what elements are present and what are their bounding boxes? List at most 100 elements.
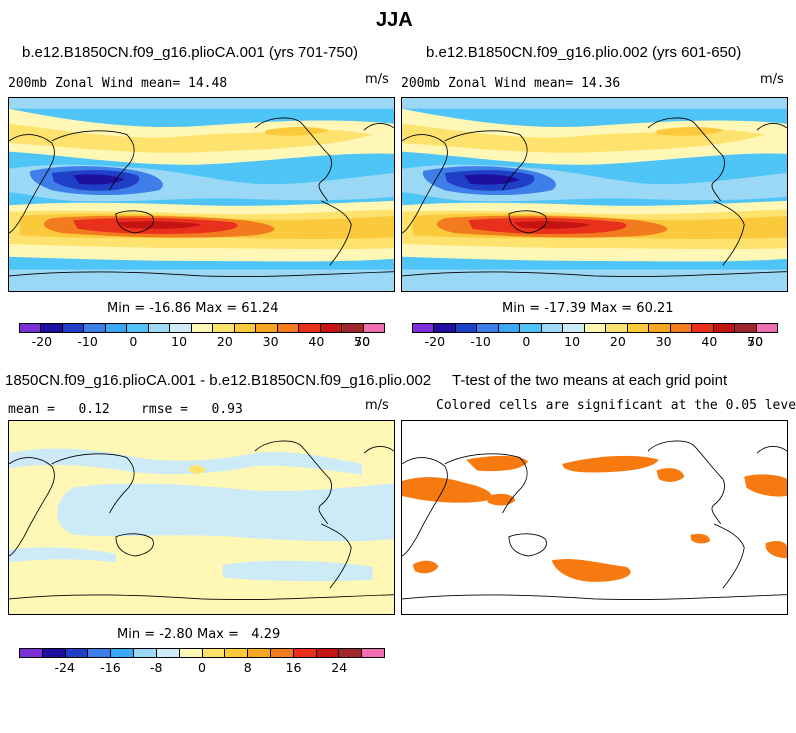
wind-band-nh-jet-max xyxy=(265,126,330,136)
panel4-map xyxy=(401,420,788,615)
wind-band-polar-north xyxy=(9,98,394,109)
south-america-coast xyxy=(321,200,352,266)
colorbar-cell xyxy=(563,324,585,332)
colorbar-tick-label: 16 xyxy=(285,660,302,675)
colorbar-cell xyxy=(363,324,384,332)
asia-coast xyxy=(444,453,528,514)
coastlines xyxy=(402,440,787,600)
colorbar-cell xyxy=(225,649,249,657)
south-america-coast xyxy=(321,523,352,589)
north-america-coast xyxy=(647,117,725,202)
colorbar-cell xyxy=(320,324,343,332)
australia-coast xyxy=(115,210,154,234)
colorbar-cell xyxy=(756,324,777,332)
north-america-coast xyxy=(254,117,332,202)
colorbar-tick-label: 20 xyxy=(609,334,626,349)
colorbar-tick-label: 0 xyxy=(129,334,138,349)
panel2-left-label: 200mb Zonal Wind mean= 14.36 xyxy=(401,76,621,91)
antarctica-coast xyxy=(402,594,787,600)
panel1-colorbar xyxy=(19,323,385,333)
colorbar-tick-label: 50 xyxy=(354,334,371,349)
panel3-units: m/s xyxy=(365,398,389,413)
page-title: JJA xyxy=(376,9,413,31)
panel3-colorbar-ticks: -24 -16 -8 0 8 16 24 xyxy=(0,660,396,676)
colorbar-cell xyxy=(498,324,521,332)
significance-regions xyxy=(402,455,787,582)
panel4-title: T-test of the two means at each grid poi… xyxy=(452,372,728,389)
sig-region-indian xyxy=(487,493,516,506)
antarctica-coast xyxy=(9,271,394,277)
wind-easterly-jet-core xyxy=(464,174,520,185)
australia-coast xyxy=(115,533,154,557)
panel4-map-svg xyxy=(402,421,787,614)
panel2-title: b.e12.B1850CN.f09_g16.plio.002 (yrs 601-… xyxy=(426,44,742,61)
sig-region-asia xyxy=(466,455,529,472)
europe-coast xyxy=(756,123,787,131)
colorbar-cell xyxy=(413,324,435,332)
panel3-minmax: Min = -2.80 Max = 4.29 xyxy=(117,627,281,642)
colorbar-cell xyxy=(299,324,321,332)
colorbar-cell xyxy=(248,649,271,657)
antarctica-coast xyxy=(402,271,787,277)
colorbar-tick-label: -20 xyxy=(31,334,53,349)
colorbar-cell xyxy=(606,324,628,332)
colorbar-tick-label: 40 xyxy=(308,334,325,349)
coastlines xyxy=(402,117,787,277)
colorbar-cell xyxy=(41,324,63,332)
panel1-colorbar-ticks: -20 -10 0 10 20 30 40 50 70 xyxy=(0,334,396,350)
wind-band-nh-jet-core xyxy=(402,123,766,153)
colorbar-tick-label: -16 xyxy=(100,660,121,675)
colorbar-tick-label: 30 xyxy=(655,334,672,349)
colorbar-cell xyxy=(148,324,171,332)
colorbar-cell xyxy=(84,324,106,332)
wind-band-nh-jet-core xyxy=(9,123,373,153)
colorbar-tick-label: -20 xyxy=(424,334,446,349)
coastlines xyxy=(9,117,394,277)
colorbar-cell xyxy=(735,324,757,332)
sig-region-north-pacific xyxy=(562,455,659,473)
colorbar-tick-label: 8 xyxy=(243,660,252,675)
colorbar-cell xyxy=(256,324,278,332)
colorbar-cell xyxy=(62,324,85,332)
colorbar-cell xyxy=(105,324,128,332)
colorbar-tick-label: 70 xyxy=(354,334,371,349)
colorbar-cell xyxy=(541,324,564,332)
panel2-colorbar-ticks: -20 -10 0 10 20 30 40 50 70 xyxy=(0,334,796,350)
colorbar-cell xyxy=(156,649,180,657)
panel1-map xyxy=(8,97,395,292)
colorbar-cell xyxy=(520,324,542,332)
wind-band-sh-max xyxy=(115,221,202,229)
panel2-map-svg xyxy=(402,98,787,291)
colorbar-tick-label: 0 xyxy=(198,660,206,675)
panel3-map-svg xyxy=(9,421,394,614)
diff-negative-sh xyxy=(9,547,116,563)
europe-coast xyxy=(756,446,787,454)
colorbar-cell xyxy=(649,324,671,332)
south-america-coast xyxy=(714,523,745,589)
colorbar-tick-label: 24 xyxy=(331,660,348,675)
panel2-minmax: Min = -17.39 Max = 60.21 xyxy=(502,301,674,316)
colorbar-cell xyxy=(455,324,478,332)
colorbar-cell xyxy=(670,324,693,332)
australia-coast xyxy=(508,533,547,557)
panel1-units: m/s xyxy=(365,72,389,87)
colorbar-cell xyxy=(277,324,300,332)
panel2-units: m/s xyxy=(760,72,784,87)
colorbar-cell xyxy=(316,649,340,657)
north-america-coast xyxy=(647,440,725,525)
sig-region-southern-ocean xyxy=(551,558,631,582)
colorbar-cell xyxy=(342,324,364,332)
diff-positive-spot xyxy=(188,465,206,474)
panel3-left-label: mean = 0.12 rmse = 0.93 xyxy=(8,402,243,417)
africa-coast xyxy=(9,457,55,557)
panel1-map-svg xyxy=(9,98,394,291)
wind-band-sh-max xyxy=(513,221,591,229)
sig-region-atlantic-africa xyxy=(402,477,492,503)
asia-coast xyxy=(51,130,135,191)
colorbar-tick-label: 10 xyxy=(564,334,581,349)
panel1-left-label: 200mb Zonal Wind mean= 14.48 xyxy=(8,76,228,91)
colorbar-cell xyxy=(713,324,736,332)
antarctica-coast xyxy=(9,594,394,600)
colorbar-cell xyxy=(584,324,607,332)
colorbar-tick-label: 40 xyxy=(701,334,718,349)
